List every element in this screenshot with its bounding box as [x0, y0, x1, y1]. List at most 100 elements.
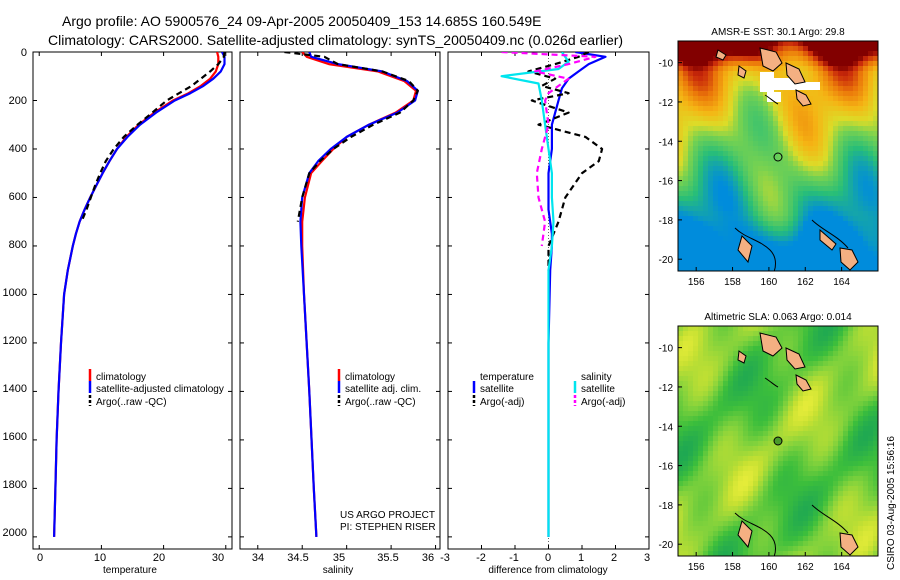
- sla-cells-cell: [703, 421, 709, 427]
- sla-cells-cell: [813, 521, 819, 527]
- sst-land-island-2: [785, 62, 806, 85]
- sst-cells-cell: [773, 121, 779, 127]
- sla-cells-cell: [868, 511, 874, 517]
- sst-cells-cell: [773, 111, 779, 117]
- sst-cells-cell: [863, 121, 869, 127]
- sla-cells-cell: [873, 396, 878, 402]
- sla-cells-cell: [863, 341, 869, 347]
- sla-cells-cell: [728, 441, 734, 447]
- temperature-plot-frame: [32, 51, 233, 550]
- sla-cells-cell: [788, 481, 794, 487]
- sla-cells-cell: [693, 331, 699, 337]
- sst-cells-cell: [788, 231, 794, 237]
- sla-cells-cell: [728, 326, 734, 332]
- sst-cells-cell: [703, 231, 709, 237]
- sla-cells-cell: [838, 551, 844, 556]
- sst-cells-cell: [683, 136, 689, 142]
- sla-cells-cell: [843, 326, 849, 332]
- sla-cells-cell: [693, 401, 699, 407]
- sst-cells-cell: [828, 186, 834, 192]
- sst-cells-cell: [708, 56, 714, 62]
- sla-cells-cell: [803, 331, 809, 337]
- sst-cells-cell: [788, 266, 794, 271]
- sst-cells-cell: [718, 46, 724, 52]
- sla-cells-cell: [803, 526, 809, 532]
- sst-cells-cell: [858, 51, 864, 57]
- sla-cells-cell: [733, 456, 739, 462]
- sst-cells-cell: [733, 246, 739, 252]
- sst-cells-cell: [863, 111, 869, 117]
- sla-cells-cell: [868, 436, 874, 442]
- sst-cells-cell: [698, 256, 704, 262]
- sst-cells-cell: [808, 246, 814, 252]
- sst-cells-cell: [693, 176, 699, 182]
- sst-cells-cell: [808, 216, 814, 222]
- sst-cells-cell: [683, 66, 689, 72]
- sst-cells-cell: [768, 176, 774, 182]
- sla-cells-cell: [708, 461, 714, 467]
- sst-cells-cell: [843, 196, 849, 202]
- sla-cells-cell: [813, 541, 819, 547]
- sst-cells-cell: [803, 136, 809, 142]
- sla-cells-cell: [828, 436, 834, 442]
- sst-cells-cell: [718, 166, 724, 172]
- sst-cells-cell: [868, 186, 874, 192]
- sst-cells-cell: [858, 116, 864, 122]
- sst-cells-cell: [713, 141, 719, 147]
- sst-cells-cell: [713, 246, 719, 252]
- sst-cells-cell: [698, 161, 704, 167]
- sla-cells-cell: [758, 386, 764, 392]
- sla-cells-cell: [813, 496, 819, 502]
- sla-cells-cell: [808, 376, 814, 382]
- sla-cells-cell: [693, 531, 699, 537]
- sla-cells-cell: [783, 376, 789, 382]
- sst-cells-cell: [798, 251, 804, 257]
- sst-cells-cell: [713, 266, 719, 271]
- sla-cells-cell: [683, 546, 689, 552]
- sst-cells-cell: [708, 161, 714, 167]
- sst-cells-cell: [838, 226, 844, 232]
- sla-cells-cell: [763, 396, 769, 402]
- sla-cells-cell: [683, 411, 689, 417]
- sla-cells-cell: [793, 326, 799, 332]
- sst-missing-data: [774, 78, 794, 90]
- sla-cells-cell: [763, 491, 769, 497]
- sla-cells-cell: [818, 486, 824, 492]
- sla-cells-cell: [813, 431, 819, 437]
- sst-cells-cell: [838, 266, 844, 271]
- sla-cells-cell: [813, 516, 819, 522]
- sst-cells-cell: [773, 116, 779, 122]
- sst-cells-cell: [798, 196, 804, 202]
- sst-cells-cell: [803, 161, 809, 167]
- sla-map-ytick: -18: [659, 501, 674, 512]
- sla-cells-cell: [733, 331, 739, 337]
- sla-cells-cell: [743, 411, 749, 417]
- sla-cells-cell: [853, 511, 859, 517]
- sst-cells-cell: [778, 251, 784, 257]
- sst-cells-cell: [808, 231, 814, 237]
- sst-cells-cell: [743, 96, 749, 102]
- sla-cells-cell: [768, 526, 774, 532]
- sla-cells-cell: [828, 376, 834, 382]
- sla-cells-cell: [798, 326, 804, 332]
- sla-cells-cell: [823, 551, 829, 556]
- sst-cells-cell: [758, 116, 764, 122]
- sst-cells-cell: [808, 66, 814, 72]
- sla-cells-cell: [863, 426, 869, 432]
- sst-cells-cell: [748, 206, 754, 212]
- sst-cells-cell: [763, 206, 769, 212]
- sst-cells-cell: [748, 266, 754, 271]
- sst-heatmap-cells: [678, 41, 878, 271]
- sla-cells-cell: [758, 471, 764, 477]
- sst-cells-cell: [863, 251, 869, 257]
- sst-cells-cell: [813, 161, 819, 167]
- sla-cells-cell: [713, 426, 719, 432]
- sla-cells-cell: [678, 456, 684, 462]
- sst-cells-cell: [733, 216, 739, 222]
- sst-cells-cell: [748, 106, 754, 112]
- sla-cells-cell: [693, 491, 699, 497]
- sla-cells-cell: [728, 526, 734, 532]
- sla-cells-cell: [788, 426, 794, 432]
- sla-cells-cell: [713, 521, 719, 527]
- sst-cells-cell: [688, 191, 694, 197]
